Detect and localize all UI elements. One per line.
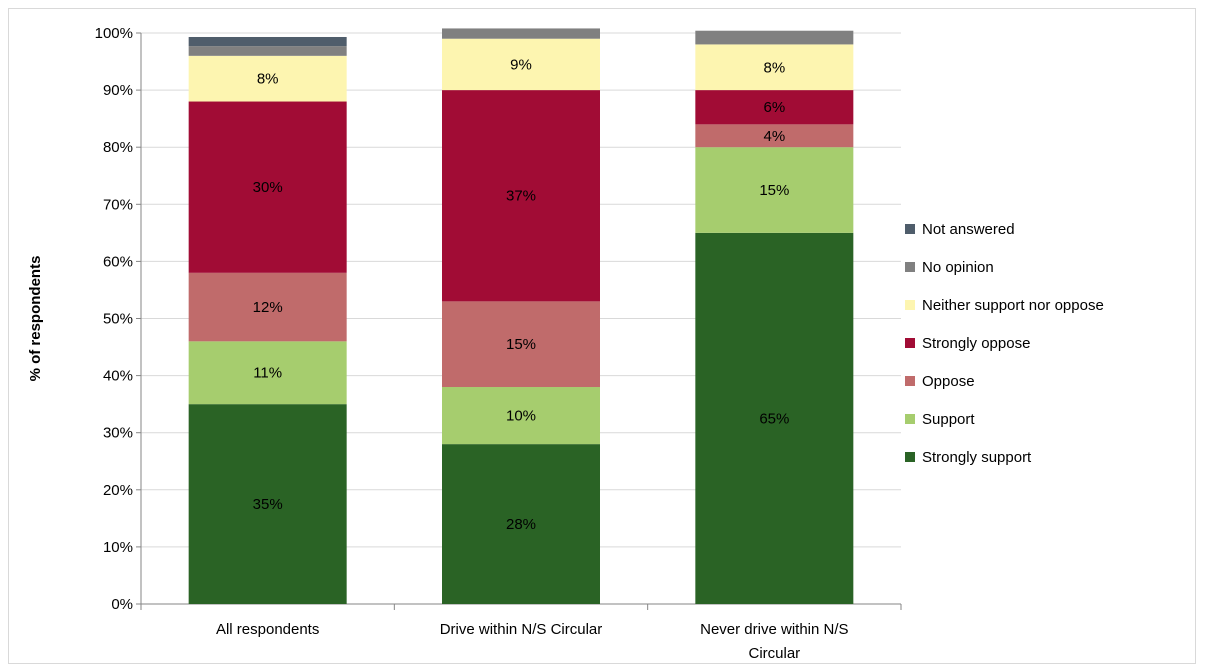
data-label: 12%: [253, 299, 283, 316]
bar-strongly-support-3: [695, 232, 854, 604]
legend-label: Support: [922, 411, 975, 428]
y-tick-label: 80%: [103, 139, 133, 156]
legend-swatch-strongly-support: [905, 452, 915, 462]
bar-neither-support-nor-oppose-2: [442, 38, 600, 91]
data-label: 4%: [763, 128, 785, 145]
data-label: 35%: [253, 496, 283, 513]
y-tick-label: 0%: [111, 596, 133, 613]
bar-neither-support-nor-oppose-1: [188, 55, 347, 102]
bar-strongly-oppose-3: [695, 90, 854, 125]
bar-oppose-1: [188, 272, 347, 342]
data-label: 8%: [257, 71, 279, 88]
y-tick-label: 40%: [103, 368, 133, 385]
y-axis-title: % of respondents: [27, 256, 44, 382]
legend-label: Oppose: [922, 373, 975, 390]
bar-support-3: [695, 147, 854, 233]
y-tick-label: 70%: [103, 196, 133, 213]
y-tick-label: 30%: [103, 425, 133, 442]
x-tick-label: Never drive within N/S: [700, 621, 848, 638]
legend-label: Strongly support: [922, 449, 1032, 466]
data-label: 9%: [510, 56, 532, 73]
y-tick-label: 90%: [103, 82, 133, 99]
bar-oppose-2: [442, 301, 600, 388]
bar-strongly-oppose-2: [442, 90, 600, 302]
data-label: 10%: [506, 408, 536, 425]
legend-swatch-support: [905, 414, 915, 424]
bar-strongly-support-1: [188, 404, 347, 604]
legend-label: No opinion: [922, 259, 994, 276]
bar-no-opinion-3: [695, 30, 854, 45]
bar-oppose-3: [695, 124, 854, 148]
bar-no-opinion-1: [188, 46, 347, 56]
data-label: 11%: [253, 365, 282, 382]
legend-label: Neither support nor oppose: [922, 297, 1104, 314]
bar-no-opinion-2: [442, 28, 600, 39]
data-label: 6%: [763, 99, 785, 116]
y-tick-label: 20%: [103, 482, 133, 499]
y-tick-label: 10%: [103, 539, 133, 556]
data-label: 15%: [759, 182, 789, 199]
x-tick-label: All respondents: [216, 621, 319, 638]
legend-swatch-oppose: [905, 376, 915, 386]
x-tick-label: Drive within N/S Circular: [440, 621, 603, 638]
data-label: 28%: [506, 516, 536, 533]
y-tick-label: 100%: [95, 25, 133, 42]
data-label: 8%: [763, 59, 785, 76]
x-tick-label: Circular: [748, 645, 800, 662]
data-label: 15%: [506, 336, 536, 353]
data-label: 65%: [759, 410, 789, 427]
legend-label: Not answered: [922, 221, 1015, 238]
bar-support-2: [442, 387, 600, 445]
data-label: 37%: [506, 188, 536, 205]
bar-support-1: [188, 341, 347, 405]
legend-swatch-not-answered: [905, 224, 915, 234]
legend-swatch-no-opinion: [905, 262, 915, 272]
data-label: 30%: [253, 179, 283, 196]
legend-swatch-strongly-oppose: [905, 338, 915, 348]
bar-not-answered-1: [188, 36, 347, 47]
legend-label: Strongly oppose: [922, 335, 1030, 352]
bar-strongly-support-2: [442, 444, 600, 604]
legend-swatch-neither-support-nor-oppose: [905, 300, 915, 310]
y-tick-label: 60%: [103, 253, 133, 270]
bar-strongly-oppose-1: [188, 101, 347, 273]
y-tick-label: 50%: [103, 311, 133, 328]
bar-neither-support-nor-oppose-3: [695, 44, 854, 91]
chart-frame: [8, 8, 1196, 664]
